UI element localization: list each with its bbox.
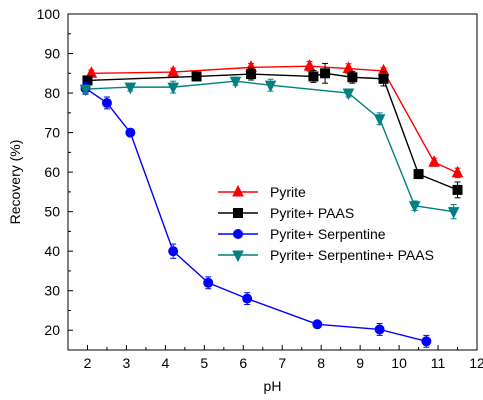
series-3 xyxy=(79,76,460,220)
series-1 xyxy=(82,62,463,199)
x-tick-label: 5 xyxy=(200,355,208,371)
data-point-marker xyxy=(125,127,136,138)
data-point-marker xyxy=(124,82,137,95)
x-tick-label: 4 xyxy=(161,355,169,371)
data-point-marker xyxy=(413,169,424,180)
data-point-marker xyxy=(232,250,244,263)
x-tick-label: 6 xyxy=(239,355,247,371)
data-point-marker xyxy=(451,165,464,178)
y-axis-ticks: 20 30 40 50 60 70 80 90 100 xyxy=(37,6,73,338)
y-tick-label: 20 xyxy=(44,322,60,338)
data-point-marker xyxy=(233,229,243,239)
data-point-marker xyxy=(347,72,358,83)
data-point-marker xyxy=(342,88,355,101)
legend: Pyrite Pyrite+ PAAS Pyrite+ Serpentine Pyri… xyxy=(218,184,434,263)
data-point-marker xyxy=(373,114,386,126)
y-tick-label: 100 xyxy=(37,6,61,22)
legend-label: Pyrite+ PAAS xyxy=(270,205,354,221)
data-point-marker xyxy=(408,201,421,213)
data-point-marker xyxy=(320,68,331,79)
data-point-marker xyxy=(447,207,460,219)
legend-label: Pyrite+ Serpentine+ PAAS xyxy=(270,247,434,263)
data-point-marker xyxy=(167,64,179,77)
y-tick-label: 50 xyxy=(44,204,60,220)
data-point-marker xyxy=(312,319,323,330)
data-point-marker xyxy=(168,246,179,257)
data-point-marker xyxy=(246,69,257,80)
data-point-marker xyxy=(191,71,202,82)
x-tick-label: 3 xyxy=(123,355,131,371)
x-axis-label: pH xyxy=(264,378,282,394)
y-tick-label: 90 xyxy=(44,46,60,62)
data-point-marker xyxy=(203,277,214,288)
data-point-marker xyxy=(428,155,440,167)
legend-label: Pyrite+ Serpentine xyxy=(270,226,386,242)
data-point-marker xyxy=(308,71,319,82)
x-tick-label: 12 xyxy=(469,355,483,371)
y-tick-label: 40 xyxy=(44,243,60,259)
plot-frame xyxy=(67,13,478,351)
x-tick-label: 8 xyxy=(317,355,325,371)
y-tick-label: 60 xyxy=(44,164,60,180)
data-point-marker xyxy=(242,293,253,304)
x-tick-label: 7 xyxy=(278,355,286,371)
x-tick-label: 2 xyxy=(84,355,92,371)
data-point-marker xyxy=(167,82,179,95)
y-tick-label: 30 xyxy=(44,283,60,299)
data-point-marker xyxy=(264,80,277,93)
data-point-marker xyxy=(232,184,244,197)
x-tick-label: 10 xyxy=(391,355,407,371)
data-point-marker xyxy=(79,84,92,97)
legend-item: Pyrite xyxy=(218,184,306,200)
data-point-marker xyxy=(421,336,432,347)
data-point-marker xyxy=(101,97,112,108)
x-tick-label: 11 xyxy=(431,355,446,371)
legend-item: Pyrite+ PAAS xyxy=(218,205,354,221)
x-tick-label: 9 xyxy=(356,355,364,371)
legend-item: Pyrite+ Serpentine xyxy=(218,226,386,242)
data-point-marker xyxy=(229,76,242,89)
data-point-marker xyxy=(233,208,243,218)
data-point-marker xyxy=(374,324,385,335)
legend-label: Pyrite xyxy=(270,184,306,200)
y-tick-label: 80 xyxy=(44,85,60,101)
y-axis-label: Recovery (%) xyxy=(7,140,23,225)
series-line xyxy=(85,87,427,342)
data-point-marker xyxy=(452,184,463,195)
legend-item: Pyrite+ Serpentine+ PAAS xyxy=(218,247,434,263)
series-layer xyxy=(79,59,464,348)
data-point-marker xyxy=(378,73,389,84)
data-point-marker xyxy=(303,59,316,71)
series-line xyxy=(91,65,458,174)
y-tick-label: 70 xyxy=(44,125,60,141)
x-axis-ticks: 2 3 4 5 6 7 8 9 10 11 12 xyxy=(84,345,483,371)
